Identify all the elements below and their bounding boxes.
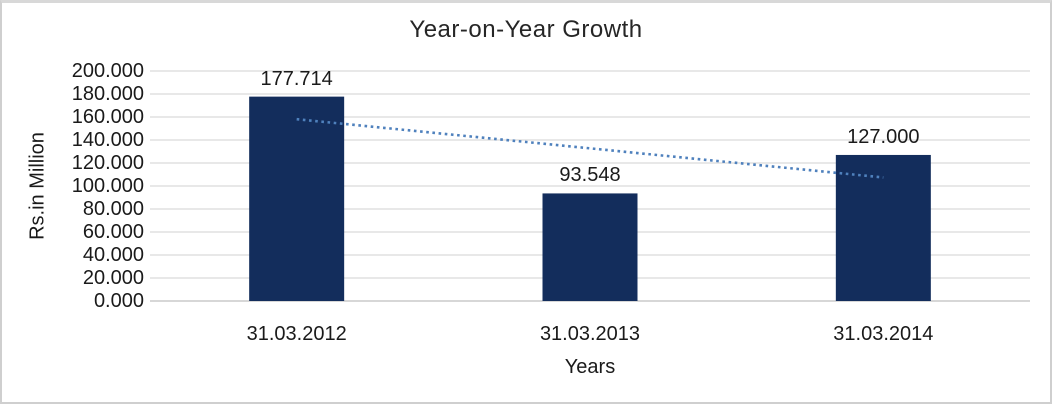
bar	[542, 193, 638, 301]
y-tick-label: 140.000	[71, 129, 144, 151]
bar-value-label: 93.548	[559, 164, 621, 187]
bar-value-label: 127.000	[847, 125, 920, 148]
x-tick-label: 31.03.2014	[833, 323, 934, 345]
y-tick-label: 200.000	[71, 60, 144, 82]
x-tick-label: 31.03.2012	[246, 323, 347, 345]
trendline	[296, 117, 884, 179]
chart-title: Year-on-Year Growth	[409, 16, 643, 43]
y-tick-label: 0.000	[93, 290, 144, 312]
y-tick-label: 80.000	[82, 198, 144, 220]
plot-area	[150, 70, 1030, 302]
y-tick-label: 120.000	[71, 152, 144, 174]
y-tick-label: 60.000	[82, 221, 144, 243]
x-tick-label: 31.03.2013	[539, 323, 641, 345]
y-tick-label: 180.000	[71, 83, 144, 105]
bar	[835, 154, 931, 301]
y-tick-label: 40.000	[82, 244, 144, 266]
y-tick-label: 160.000	[71, 106, 144, 128]
y-tick-label: 100.000	[71, 175, 144, 197]
y-tick-label: 20.000	[82, 267, 144, 289]
bar	[249, 96, 345, 301]
bar-value-label: 177.714	[260, 67, 333, 90]
x-axis-title: Years	[564, 356, 616, 378]
